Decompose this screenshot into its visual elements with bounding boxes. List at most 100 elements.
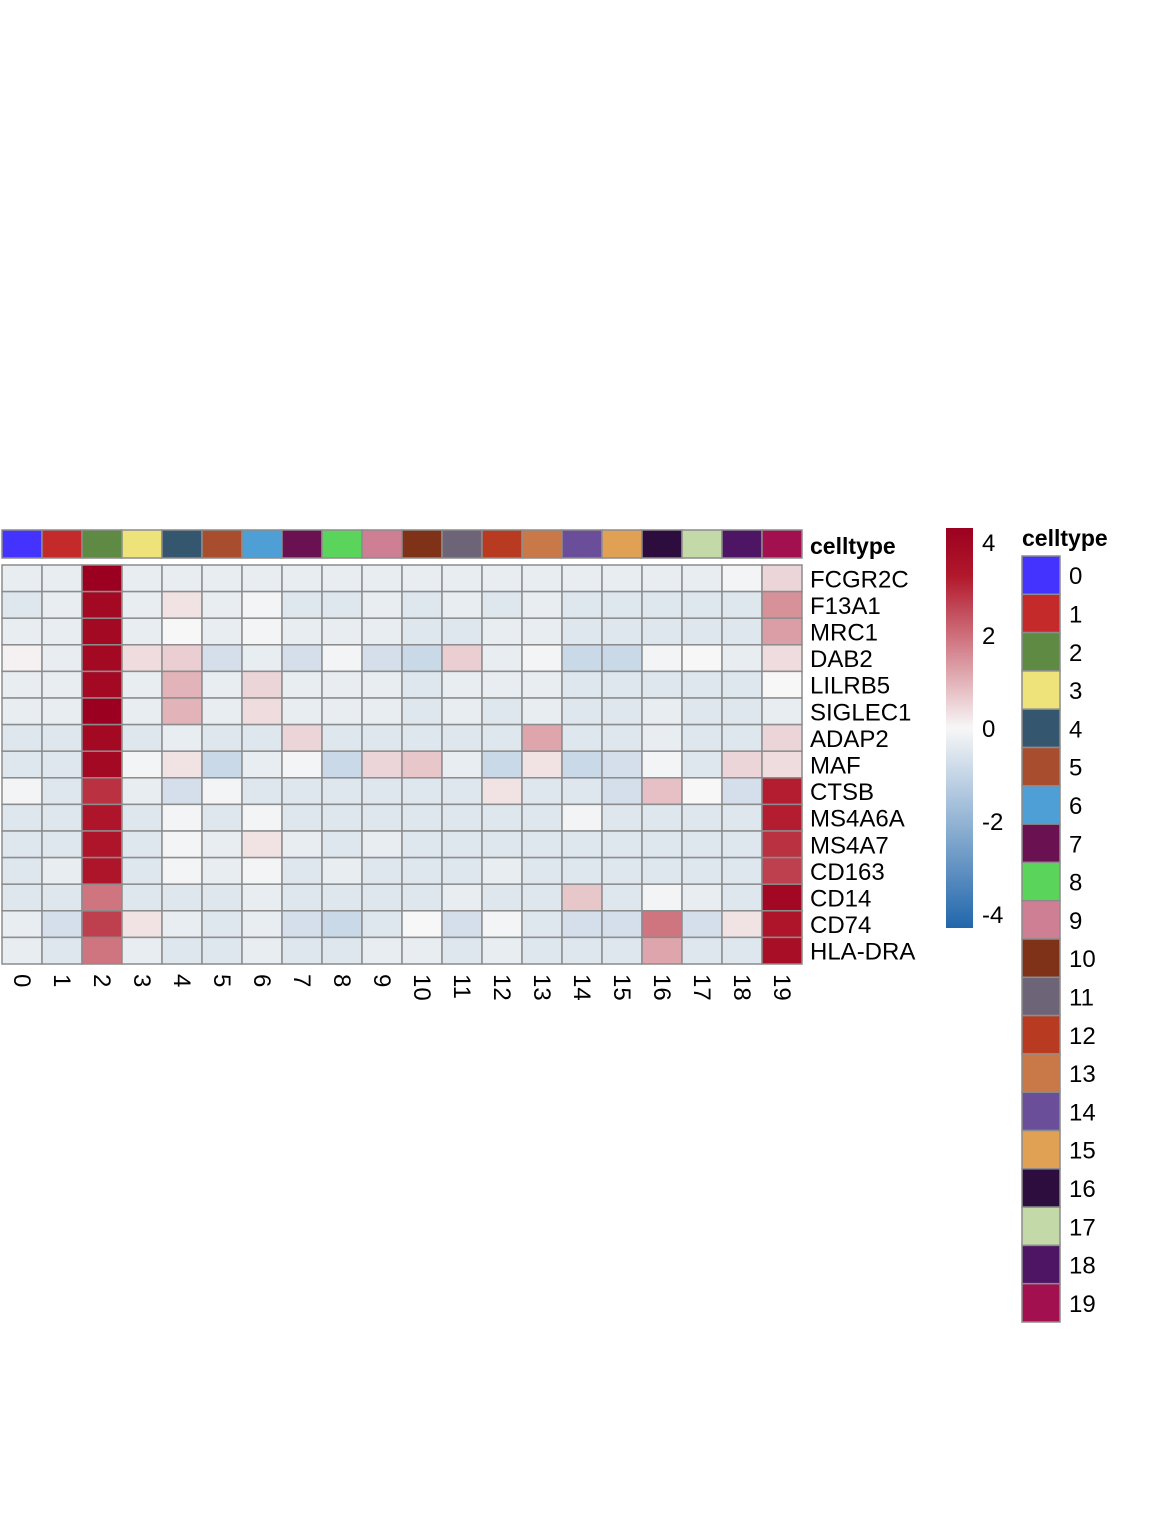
heatmap-cell [401,750,443,779]
heatmap-cell [481,883,523,912]
heatmap-cell [641,697,683,726]
heatmap-cell [401,617,443,646]
row-label: CD163 [810,859,885,886]
heatmap-cell [281,830,323,859]
heatmap-cell [761,750,803,779]
heatmap-cell [241,670,283,699]
heatmap-cell [41,803,83,832]
heatmap-cell [721,750,763,779]
heatmap-cell [441,564,483,593]
column-label: 0 [8,974,35,987]
heatmap-cell [401,697,443,726]
heatmap-cell [41,697,83,726]
column-label: 6 [248,974,275,987]
heatmap-cell [241,564,283,593]
heatmap-cell [681,830,723,859]
legend-label: 1 [1069,601,1082,628]
heatmap-cell [721,697,763,726]
heatmap-cell [321,564,363,593]
heatmap-cell [481,910,523,939]
heatmap-cell [161,590,203,619]
heatmap-cell [401,670,443,699]
column-label: 13 [528,974,555,1001]
heatmap-cell [441,910,483,939]
heatmap-cell [401,564,443,593]
column-label: 15 [608,974,635,1001]
heatmap-cell [401,803,443,832]
legend-swatch [1021,1282,1061,1323]
legend-swatch [1021,670,1061,710]
row-label: DAB2 [810,646,873,673]
annotation-cell [601,529,643,559]
heatmap-cell [561,750,603,779]
heatmap-cell [641,910,683,939]
heatmap-cell [401,644,443,673]
heatmap-cell [641,670,683,699]
heatmap-cell [241,936,283,965]
heatmap-cell [361,564,403,593]
heatmap-cell [281,564,323,593]
heatmap-cell [121,590,163,619]
heatmap-cell [241,590,283,619]
heatmap-cell [521,936,563,965]
heatmap-cell [521,697,563,726]
heatmap-cell [121,936,163,965]
heatmap-cell [241,803,283,832]
heatmap-cell [441,644,483,673]
heatmap-cell [361,910,403,939]
heatmap-cell [401,936,443,965]
heatmap-cell [241,830,283,859]
column-label: 5 [208,974,235,987]
heatmap-cell [561,723,603,752]
heatmap-cell [441,856,483,885]
heatmap-cell [321,697,363,726]
column-label: 11 [448,974,475,999]
heatmap-cell [721,936,763,965]
legend-swatch [1021,938,1061,979]
row-label: SIGLEC1 [810,699,911,726]
heatmap-cell [321,936,363,965]
legend-label: 8 [1069,870,1082,897]
heatmap-cell [721,723,763,752]
heatmap-cell [281,590,323,619]
heatmap-cell [721,883,763,912]
annotation-cell [561,529,603,559]
column-label: 18 [728,974,755,1001]
legend-label: 4 [1069,716,1082,743]
heatmap-cell [41,856,83,885]
heatmap-cell [481,750,523,779]
heatmap-cell [161,777,203,806]
heatmap-cell [561,670,603,699]
legend-swatch [1021,1206,1061,1247]
heatmap-cell [161,750,203,779]
heatmap-cell [1,803,43,832]
annotation-cell [681,529,723,559]
legend-label: 9 [1069,908,1082,935]
heatmap-cell [201,670,243,699]
column-label: 17 [688,974,715,1001]
heatmap-cell [361,670,403,699]
celltype-legend-title: celltype [1022,525,1108,551]
row-label: CTSB [810,779,874,806]
heatmap-cell [761,697,803,726]
heatmap-cell [601,830,643,859]
legend-swatch [1021,1168,1061,1208]
row-label: FCGR2C [810,566,909,593]
heatmap-cell [481,697,523,726]
legend-label: 7 [1069,831,1082,858]
heatmap-cell [601,856,643,885]
legend-swatch [1021,1129,1061,1170]
heatmap-cell [761,723,803,752]
heatmap-cell [521,670,563,699]
heatmap-cell [681,856,723,885]
column-label: 8 [328,974,355,987]
heatmap-cell [201,723,243,752]
heatmap-cell [561,564,603,593]
heatmap-cell [161,910,203,939]
heatmap-cell [321,670,363,699]
heatmap-cell [401,856,443,885]
heatmap-cell [361,830,403,859]
heatmap-cell [681,803,723,832]
column-label: 9 [368,974,395,987]
